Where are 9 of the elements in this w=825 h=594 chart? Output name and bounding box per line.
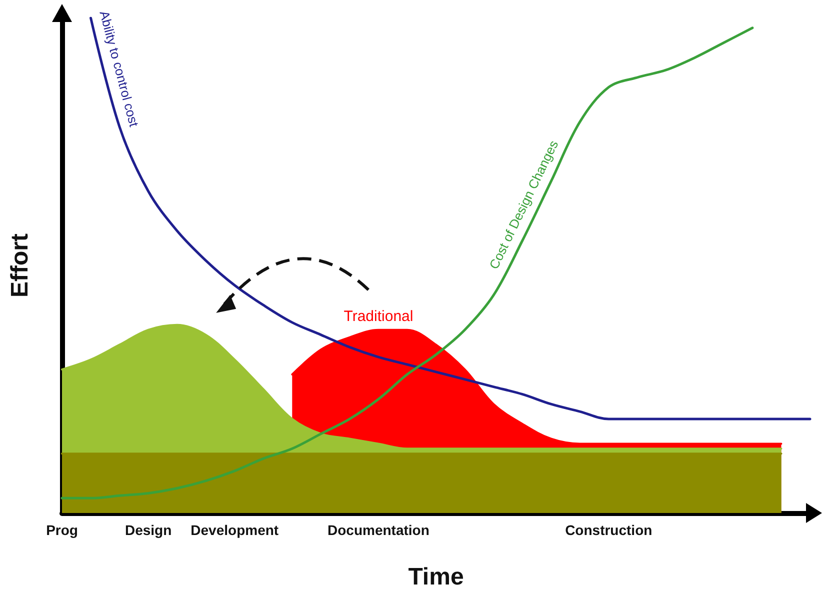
x-tick-label: Development: [190, 522, 279, 538]
x-axis-title: Time: [408, 564, 464, 590]
x-tick-label: Documentation: [328, 522, 430, 538]
x-tick-label: Design: [124, 522, 172, 538]
series-label: Traditional: [344, 308, 414, 325]
text: Ability to control cost: [96, 9, 142, 129]
y-axis-title: Effort: [6, 234, 34, 298]
x-tick-label: Prog: [46, 522, 78, 538]
x-tick-label: Construction: [565, 522, 652, 538]
